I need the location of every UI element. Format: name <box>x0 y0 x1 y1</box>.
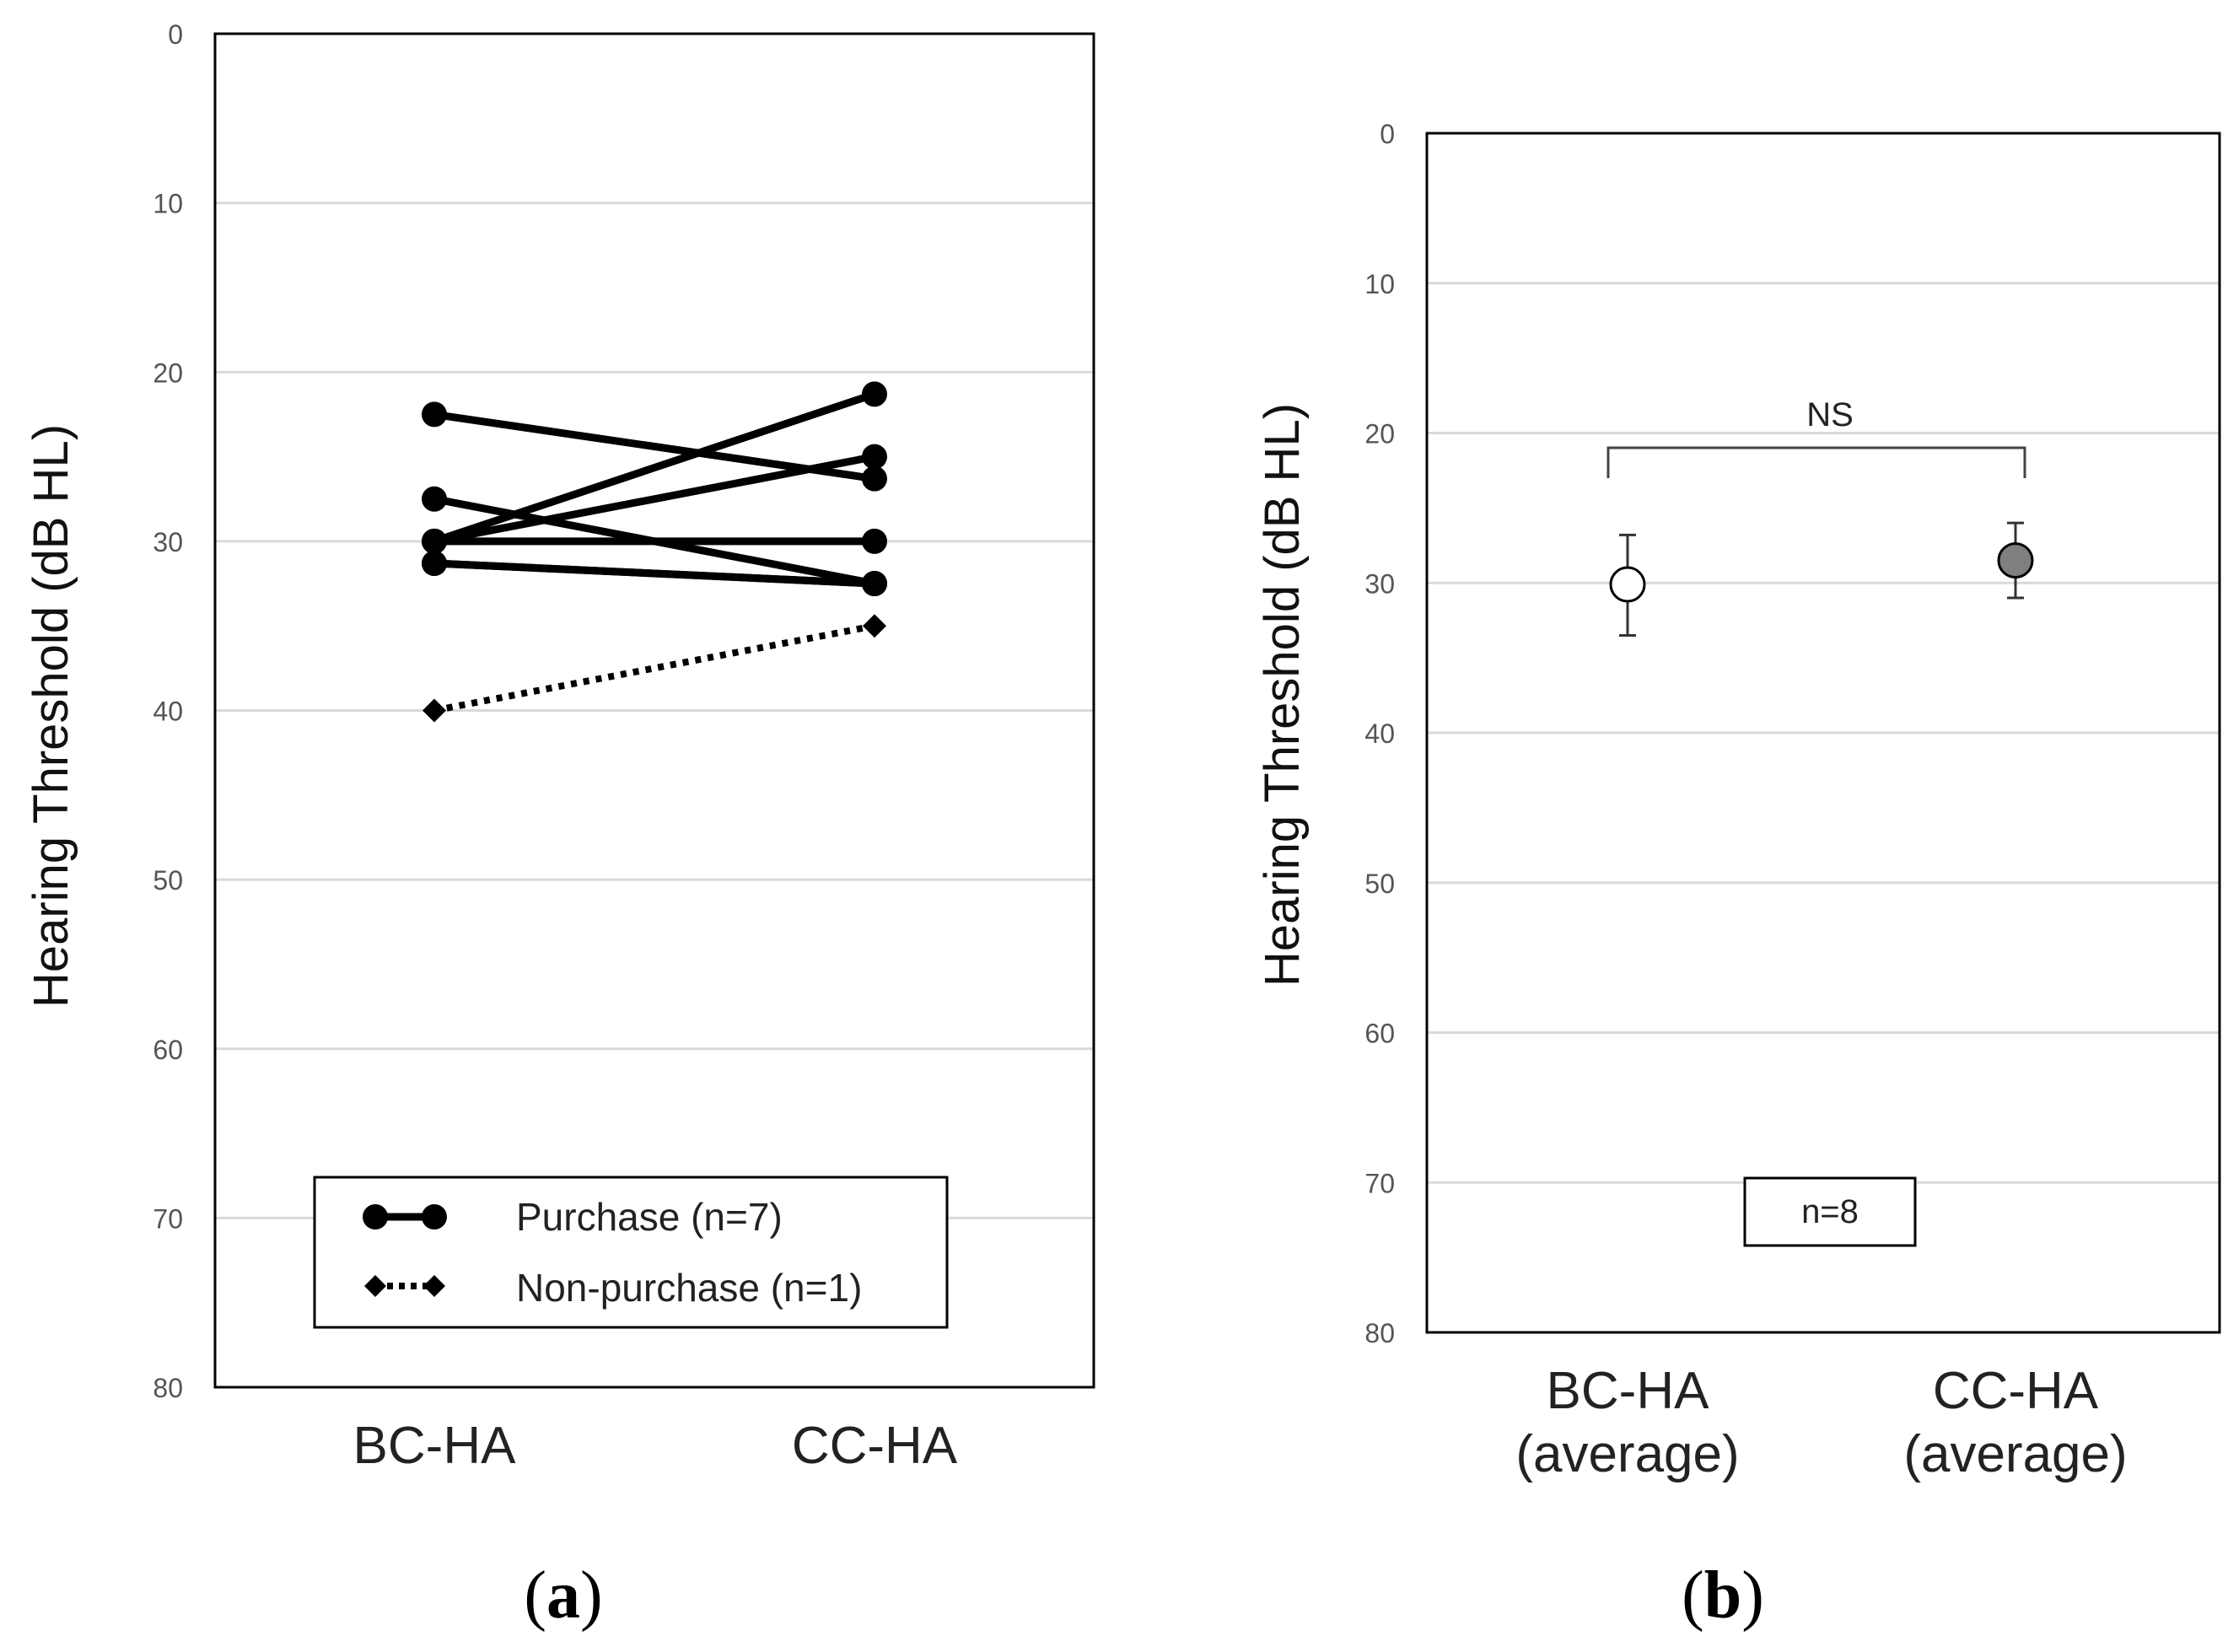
purchase-point-1-bc-ha <box>422 401 447 428</box>
panel-b-y-tick-60: 60 <box>1364 1019 1395 1049</box>
panel-a-y-axis-title: Hearing Threshold (dB HL) <box>24 424 78 1008</box>
mean-point-bc-ha <box>1609 566 1646 603</box>
panel-a-y-tick-50: 50 <box>153 865 183 896</box>
significance-bracket <box>1606 446 2026 478</box>
panel-b-y-tick-80: 80 <box>1364 1318 1395 1348</box>
panel-b-points <box>1609 521 2034 637</box>
legend-purchase-label: Purchase (n=7) <box>516 1195 783 1239</box>
purchase-point-7-bc-ha <box>422 550 447 576</box>
panel-b-y-tick-40: 40 <box>1364 718 1395 749</box>
purchase-point-3-cc-ha <box>862 381 887 407</box>
panel-a-y-tick-70: 70 <box>153 1203 183 1234</box>
panel-b-y-axis-title: Hearing Threshold (dB HL) <box>1255 403 1310 987</box>
panel-a-y-tick-labels: 0 10 20 30 40 50 60 70 80 <box>153 19 183 1403</box>
panel-b-y-tick-20: 20 <box>1364 419 1395 449</box>
panel-a-chart: 0 10 20 30 40 50 60 70 80 Hearing Threshold (dB … <box>24 19 1095 1633</box>
purchase-point-7-cc-ha <box>862 571 887 597</box>
mean-point-cc-ha <box>1997 542 2034 579</box>
panel-a-y-tick-20: 20 <box>153 358 183 388</box>
panel-a-y-tick-10: 10 <box>153 189 183 219</box>
panel-b-chart: 0 10 20 30 40 50 60 70 80 Hearing Threshold (dB … <box>1255 119 2221 1633</box>
panel-b-category-label-bc-ha: BC-HA <box>1547 1362 1710 1420</box>
panel-b-y-tick-50: 50 <box>1364 869 1395 899</box>
panel-a-series <box>422 381 887 723</box>
non-purchase-point-8-bc-ha <box>422 698 446 723</box>
sample-size-label: n=8 <box>1801 1193 1859 1230</box>
sample-size-box <box>1743 1176 1917 1247</box>
significance-label: NS <box>1806 396 1854 433</box>
legend-non-purchase-marker-right <box>423 1275 445 1297</box>
panel-b-label: (b) <box>1682 1558 1764 1633</box>
panel-b-category-sublabel-bc-ha: (average) <box>1515 1425 1739 1483</box>
panel-b-y-tick-30: 30 <box>1364 568 1395 599</box>
purchase-point-5-cc-ha <box>862 528 887 554</box>
panel-a-category-label-cc-ha: CC-HA <box>792 1417 958 1475</box>
legend-purchase-marker-right <box>422 1204 447 1230</box>
panel-a-plot-frame <box>213 32 1095 1389</box>
panel-b-y-tick-labels: 0 10 20 30 40 50 60 70 80 <box>1364 119 1395 1348</box>
purchase-point-4-cc-ha <box>862 444 887 470</box>
legend-box <box>313 1176 949 1329</box>
panel-b-y-tick-70: 70 <box>1364 1168 1395 1198</box>
non-purchase-point-8-cc-ha <box>863 614 886 638</box>
purchase-series-line-4 <box>433 453 875 546</box>
panel-b-category-label-cc-ha: CC-HA <box>1933 1362 2099 1420</box>
legend-purchase-marker-left <box>363 1204 388 1230</box>
panel-b-y-tick-0: 0 <box>1380 119 1395 149</box>
panel-b-plot-frame <box>1425 132 2221 1334</box>
panel-b-y-tick-10: 10 <box>1364 269 1395 299</box>
panel-a-y-tick-0: 0 <box>168 19 183 50</box>
panel-a-legend: Purchase (n=7) Non-purchase (n=1) <box>313 1176 949 1329</box>
purchase-point-2-bc-ha <box>422 486 447 512</box>
panel-a-y-tick-30: 30 <box>153 527 183 557</box>
panel-a-y-tick-80: 80 <box>153 1373 183 1403</box>
panel-a-y-tick-60: 60 <box>153 1035 183 1065</box>
panel-a-label: (a) <box>524 1558 602 1633</box>
non-purchase-series-line-8 <box>433 622 875 714</box>
purchase-series-line-7 <box>433 559 875 588</box>
purchase-point-5-bc-ha <box>422 528 447 554</box>
purchase-point-1-cc-ha <box>862 465 887 492</box>
legend-non-purchase-marker-left <box>364 1275 386 1297</box>
panel-a-category-label-bc-ha: BC-HA <box>353 1417 517 1475</box>
panel-b-category-sublabel-cc-ha: (average) <box>1903 1425 2127 1483</box>
panel-a-gridlines <box>215 202 1094 1219</box>
purchase-series-line-3 <box>433 390 876 546</box>
legend-non-purchase-label: Non-purchase (n=1) <box>516 1266 862 1310</box>
panel-a-y-tick-40: 40 <box>153 697 183 727</box>
